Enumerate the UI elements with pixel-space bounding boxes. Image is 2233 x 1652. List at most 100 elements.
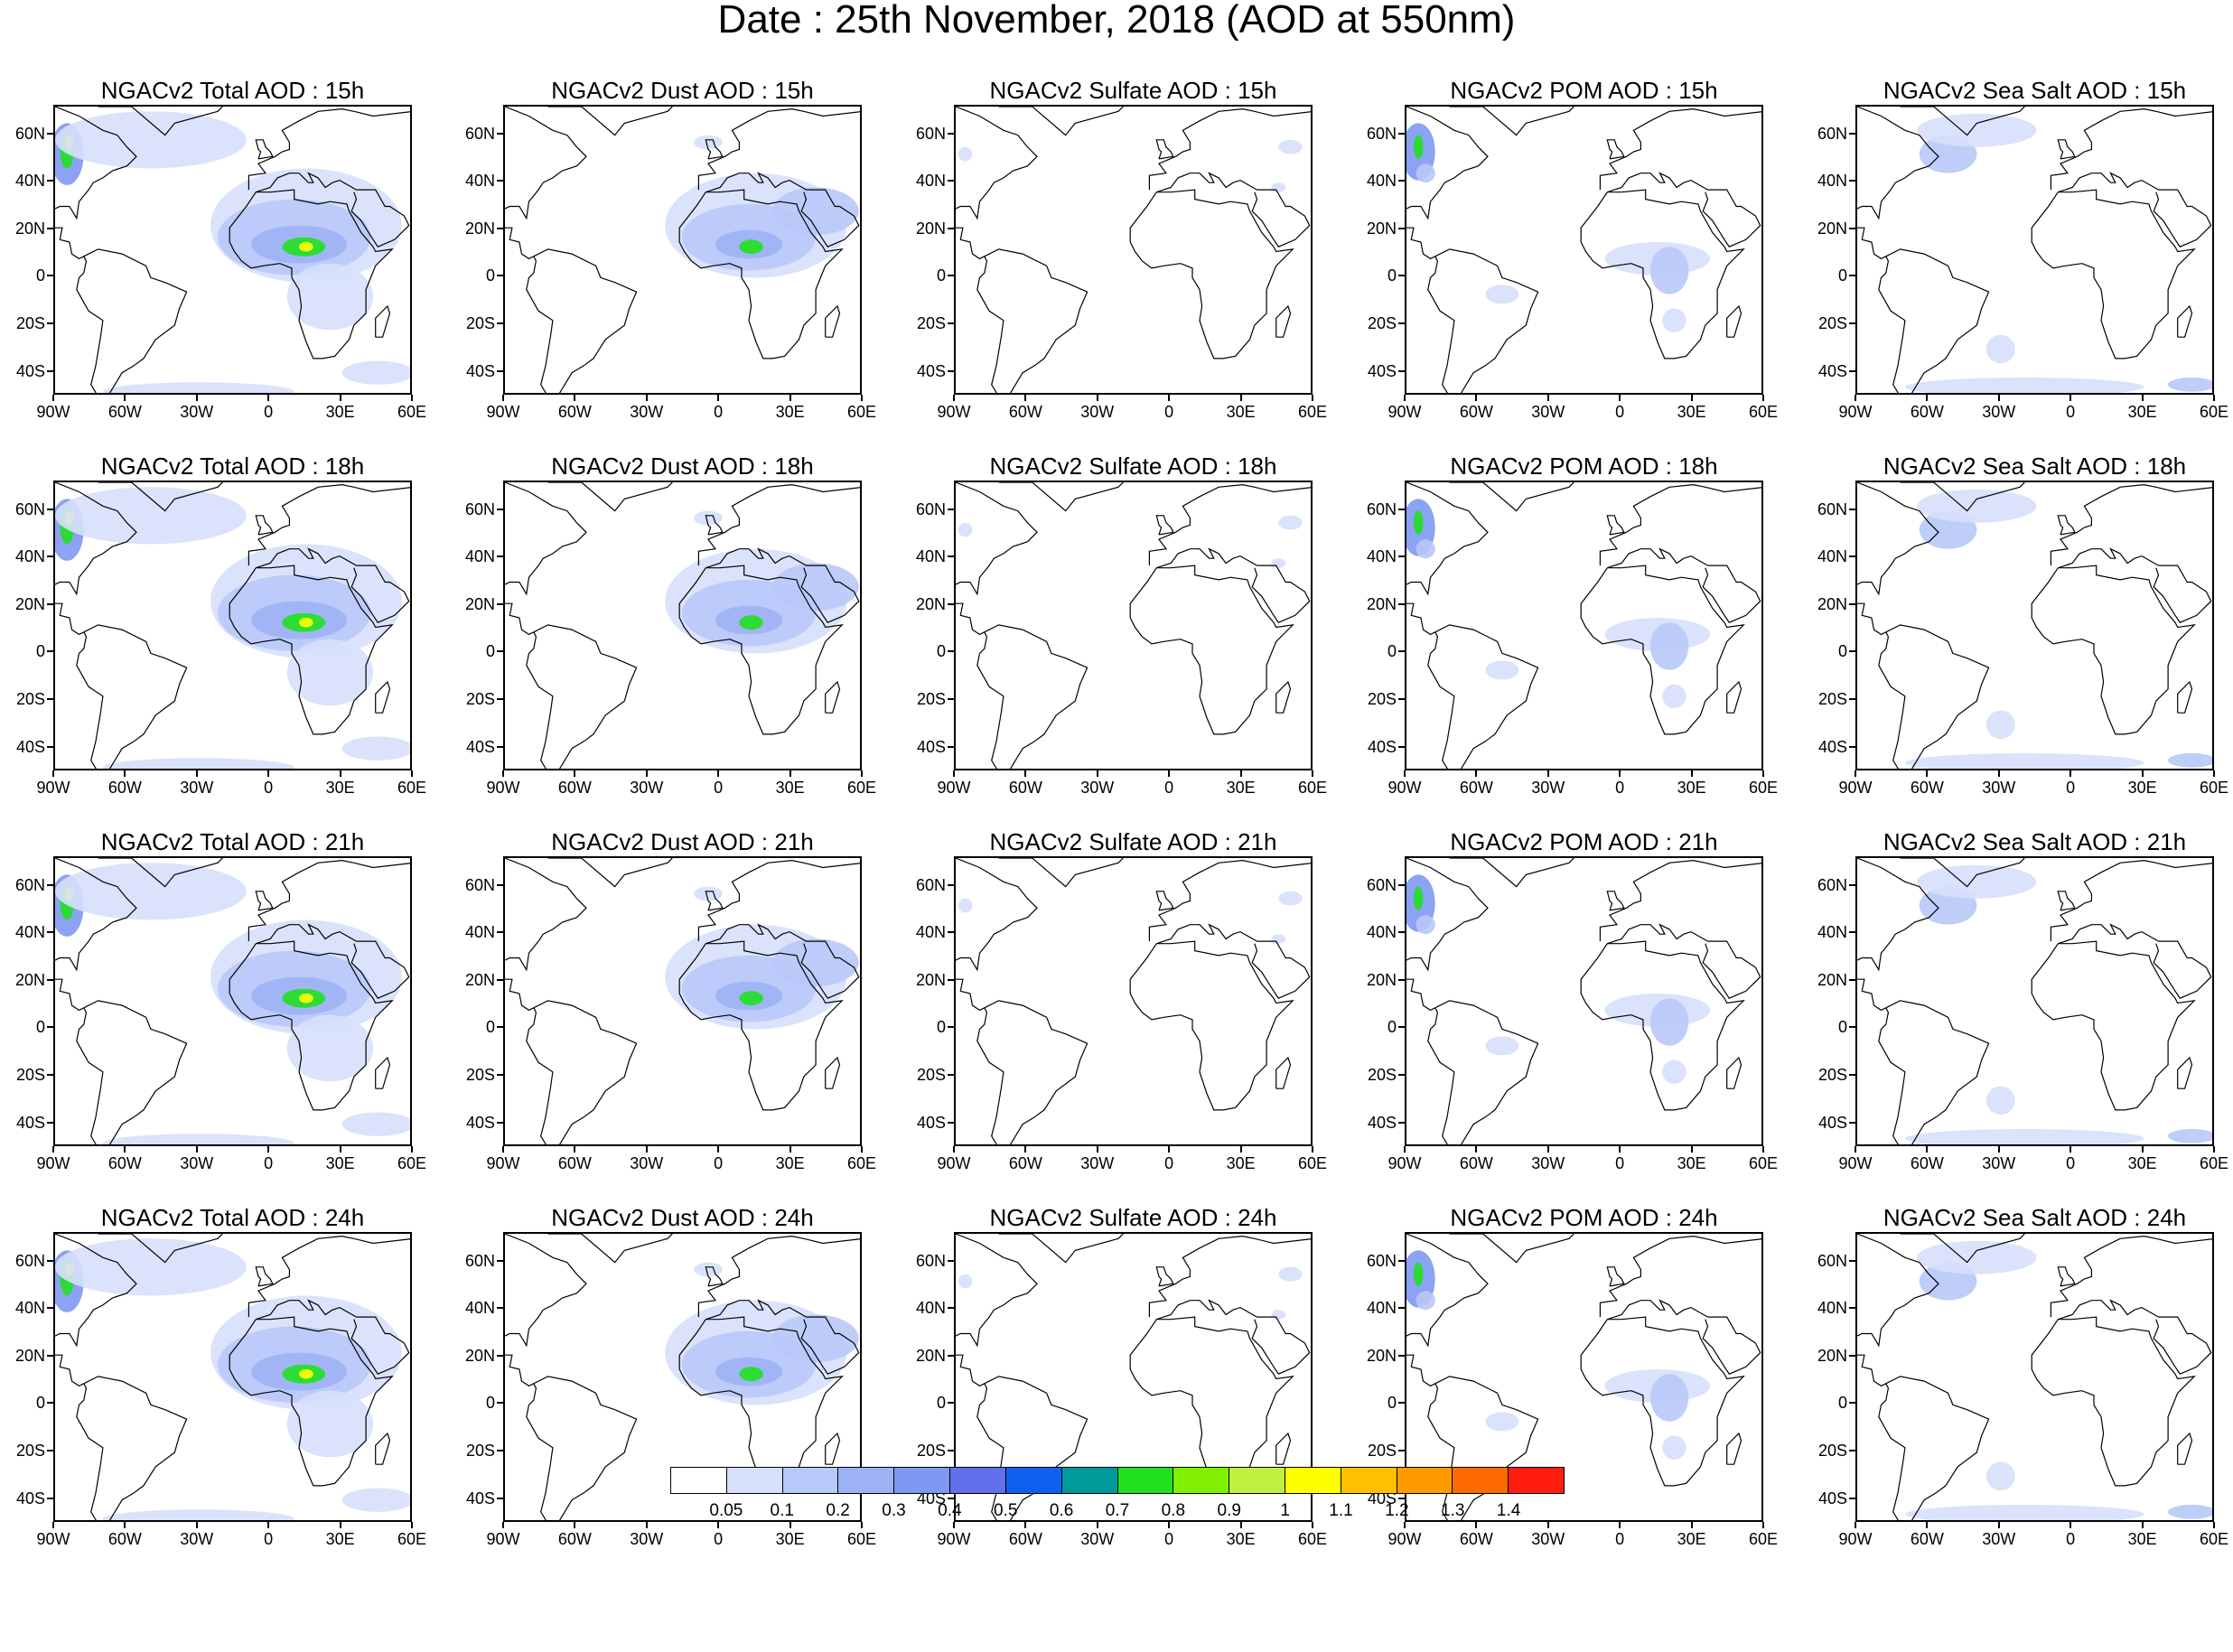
aod-plume <box>1905 753 2144 769</box>
lon-tick <box>1312 1522 1313 1528</box>
lat-tick <box>1849 508 1855 510</box>
aod-plume <box>55 111 247 169</box>
aod-plume <box>2168 1128 2212 1143</box>
lon-tick-label: 0 <box>264 1154 274 1172</box>
aod-plume <box>772 187 859 236</box>
colorbar-label: 1.4 <box>1496 1501 1521 1520</box>
lon-tick <box>1404 1146 1406 1153</box>
colorbar-label: 0.8 <box>1161 1501 1186 1520</box>
coastline-mideast <box>1702 940 1761 999</box>
coastline-mideast <box>1251 565 1311 623</box>
lon-tick <box>1239 1146 1242 1153</box>
lat-tick <box>948 1402 954 1405</box>
coastline-centralAmerica <box>55 602 85 636</box>
coastline-northAmerica <box>55 482 137 596</box>
map-frame <box>1405 105 1763 395</box>
lat-tick <box>47 1450 53 1452</box>
lat-tick <box>948 602 954 605</box>
coastline-southAmerica <box>976 248 1088 393</box>
lat-tick <box>1398 602 1405 605</box>
lon-tick <box>1546 770 1549 777</box>
panel-title: NGACv2 Sea Salt AOD : 15h <box>1883 77 2187 104</box>
aod-plume <box>1278 1266 1303 1282</box>
lat-tick <box>1849 602 1855 605</box>
coastline-europe <box>248 1235 410 1318</box>
lat-tick-label: 20N <box>915 1346 946 1365</box>
lon-tick <box>1096 770 1098 777</box>
lon-tick-label: 60E <box>2199 1154 2229 1172</box>
lon-tick <box>1855 1146 1856 1153</box>
lon-tick <box>574 395 576 401</box>
lat-tick <box>47 1497 53 1499</box>
map-panel: NGACv2 POM AOD : 15h 60N 40N 20N 0 20S 40S 90W 6… <box>1351 68 1798 442</box>
coastline-madagascar <box>1726 1056 1742 1089</box>
lon-tick <box>574 770 576 777</box>
coastline-madagascar <box>1275 680 1292 714</box>
lat-tick-label: 40N <box>915 172 946 191</box>
lon-tick <box>2069 1146 2072 1153</box>
colorbar-label: 0.6 <box>1049 1501 1074 1520</box>
lon-tick-label: 30E <box>325 1154 355 1172</box>
lon-tick <box>2141 1522 2144 1528</box>
coastline-africa <box>229 189 394 359</box>
aod-map <box>956 107 1311 393</box>
lat-tick-label: 0 <box>35 642 45 661</box>
lon-tick-label: 30W <box>1982 779 2016 797</box>
aod-map <box>1406 1234 1761 1520</box>
map-frame <box>954 105 1313 395</box>
coastline-madagascar <box>375 1056 391 1089</box>
coastline-greenland <box>98 1234 223 1264</box>
lon-tick <box>1855 770 1856 777</box>
lat-tick <box>1849 1354 1855 1357</box>
coastline-med <box>2058 1299 2159 1321</box>
aod-plume <box>1649 622 1689 670</box>
coastline-europe <box>2050 483 2212 566</box>
lon-tick <box>339 770 341 777</box>
lon-tick-label: 30W <box>1982 1154 2016 1172</box>
coastline-northAmerica <box>1857 482 1939 596</box>
lat-tick-label: 20N <box>1817 1346 1847 1365</box>
lat-tick-label: 20S <box>465 314 495 333</box>
lat-tick-label: 0 <box>35 1394 45 1413</box>
lat-tick <box>47 1354 53 1357</box>
lon-tick <box>1404 1522 1406 1528</box>
lat-tick-label: 60N <box>14 875 45 894</box>
lat-tick-label: 20N <box>915 970 946 989</box>
lon-tick-label: 60W <box>1910 1530 1944 1548</box>
lat-tick <box>1398 1402 1405 1405</box>
coastline-europe <box>2050 107 2212 191</box>
lon-tick <box>267 1522 270 1528</box>
lat-tick-label: 0 <box>1837 266 1847 285</box>
coastline-africa <box>1580 1316 1745 1487</box>
coastline-centralAmerica <box>1857 227 1887 260</box>
lon-tick <box>1024 770 1027 777</box>
aod-plume <box>772 938 859 987</box>
coastline-uk <box>255 1266 274 1287</box>
coastline-med <box>1156 1299 1257 1321</box>
coastline-northAmerica <box>55 107 137 220</box>
lat-tick <box>47 1259 53 1262</box>
colorbar-label: 0.4 <box>938 1501 962 1520</box>
lat-tick-label: 40N <box>14 923 45 942</box>
aod-plume <box>1905 1129 2144 1144</box>
lat-tick-label: 20N <box>1366 1346 1397 1365</box>
lat-tick-label: 40S <box>15 361 45 380</box>
lon-tick-label: 90W <box>937 779 971 797</box>
panel-title: NGACv2 Sea Salt AOD : 24h <box>1883 1204 2187 1231</box>
lon-tick-label: 60E <box>846 403 877 421</box>
lat-tick-label: 0 <box>1387 1394 1397 1413</box>
colorbar-label: 0.1 <box>770 1501 794 1520</box>
lon-tick-label: 60E <box>1297 403 1328 421</box>
aod-plume <box>102 758 294 769</box>
aod-plume <box>1662 1059 1686 1084</box>
lon-tick-label: 60E <box>397 779 427 797</box>
panel-title: NGACv2 Total AOD : 15h <box>100 77 365 104</box>
lat-tick-label: 20N <box>464 970 495 989</box>
lat-tick <box>1398 1450 1405 1452</box>
lat-tick <box>497 555 503 558</box>
coastline-northAmerica <box>55 1234 137 1348</box>
lat-tick <box>497 1026 503 1029</box>
colorbar-swatch <box>1285 1468 1341 1493</box>
lon-tick-label: 90W <box>36 779 70 797</box>
lat-tick-label: 20S <box>465 1066 495 1085</box>
